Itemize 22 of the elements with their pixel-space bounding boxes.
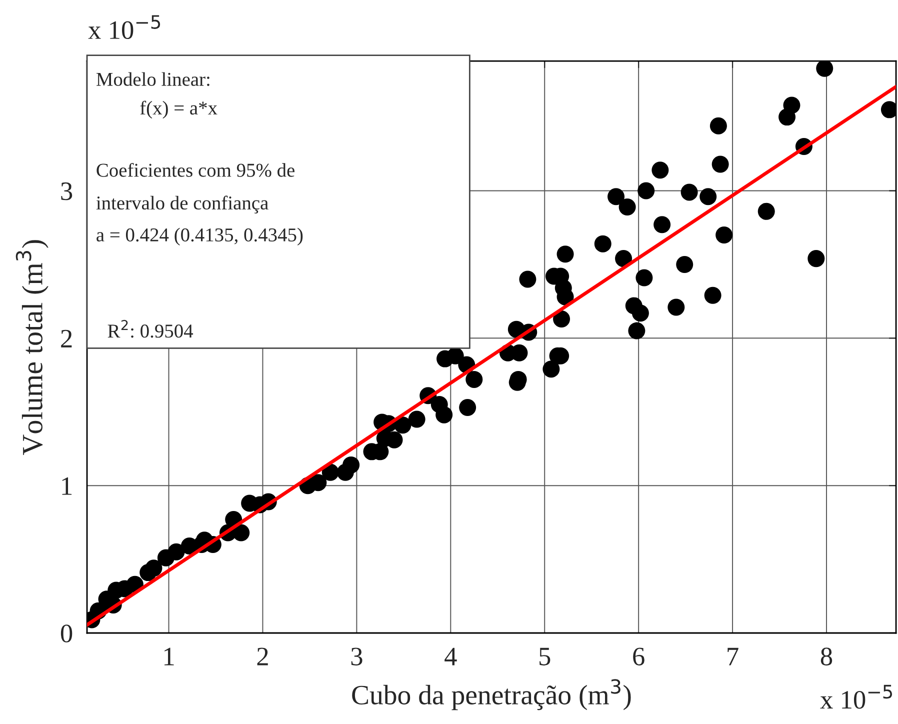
text: x 10$^{−5}$	[88, 15, 160, 40]
x-tick-label: 6	[633, 648, 644, 666]
x-tick-label: 5	[540, 648, 550, 666]
y-tick-label: 1	[62, 477, 72, 495]
annotation: Modelo linear:	[96, 72, 210, 86]
y-axis-title: Volume total (m$^{3}$)	[16, 240, 48, 456]
x-tick-label: 7	[728, 648, 738, 666]
y-tick-label: 0	[60, 624, 72, 642]
x-tick-label: 3	[351, 648, 362, 666]
x-tick-label: 1	[164, 648, 174, 666]
annotation: R$^{2}$: 0.9504	[108, 320, 194, 338]
x-tick-label: 8	[820, 648, 832, 666]
annotation: a = 0.424 (0.4135, 0.4345)	[96, 228, 303, 246]
x-axis-title: Cubo da penetração (m$^{3}$)	[352, 679, 631, 710]
x-tick-label: 2	[257, 648, 268, 666]
annotation: intervalo de confiança	[96, 196, 268, 214]
y-tick-label: 2	[61, 330, 72, 348]
annotation: Coeficientes com 95% de	[96, 162, 294, 177]
y-tick-label: 3	[61, 182, 72, 200]
text: x 10$^{−5}$	[820, 684, 892, 709]
annotation: f(x) = a*x	[140, 100, 218, 119]
x-tick-label: 4	[444, 648, 457, 666]
